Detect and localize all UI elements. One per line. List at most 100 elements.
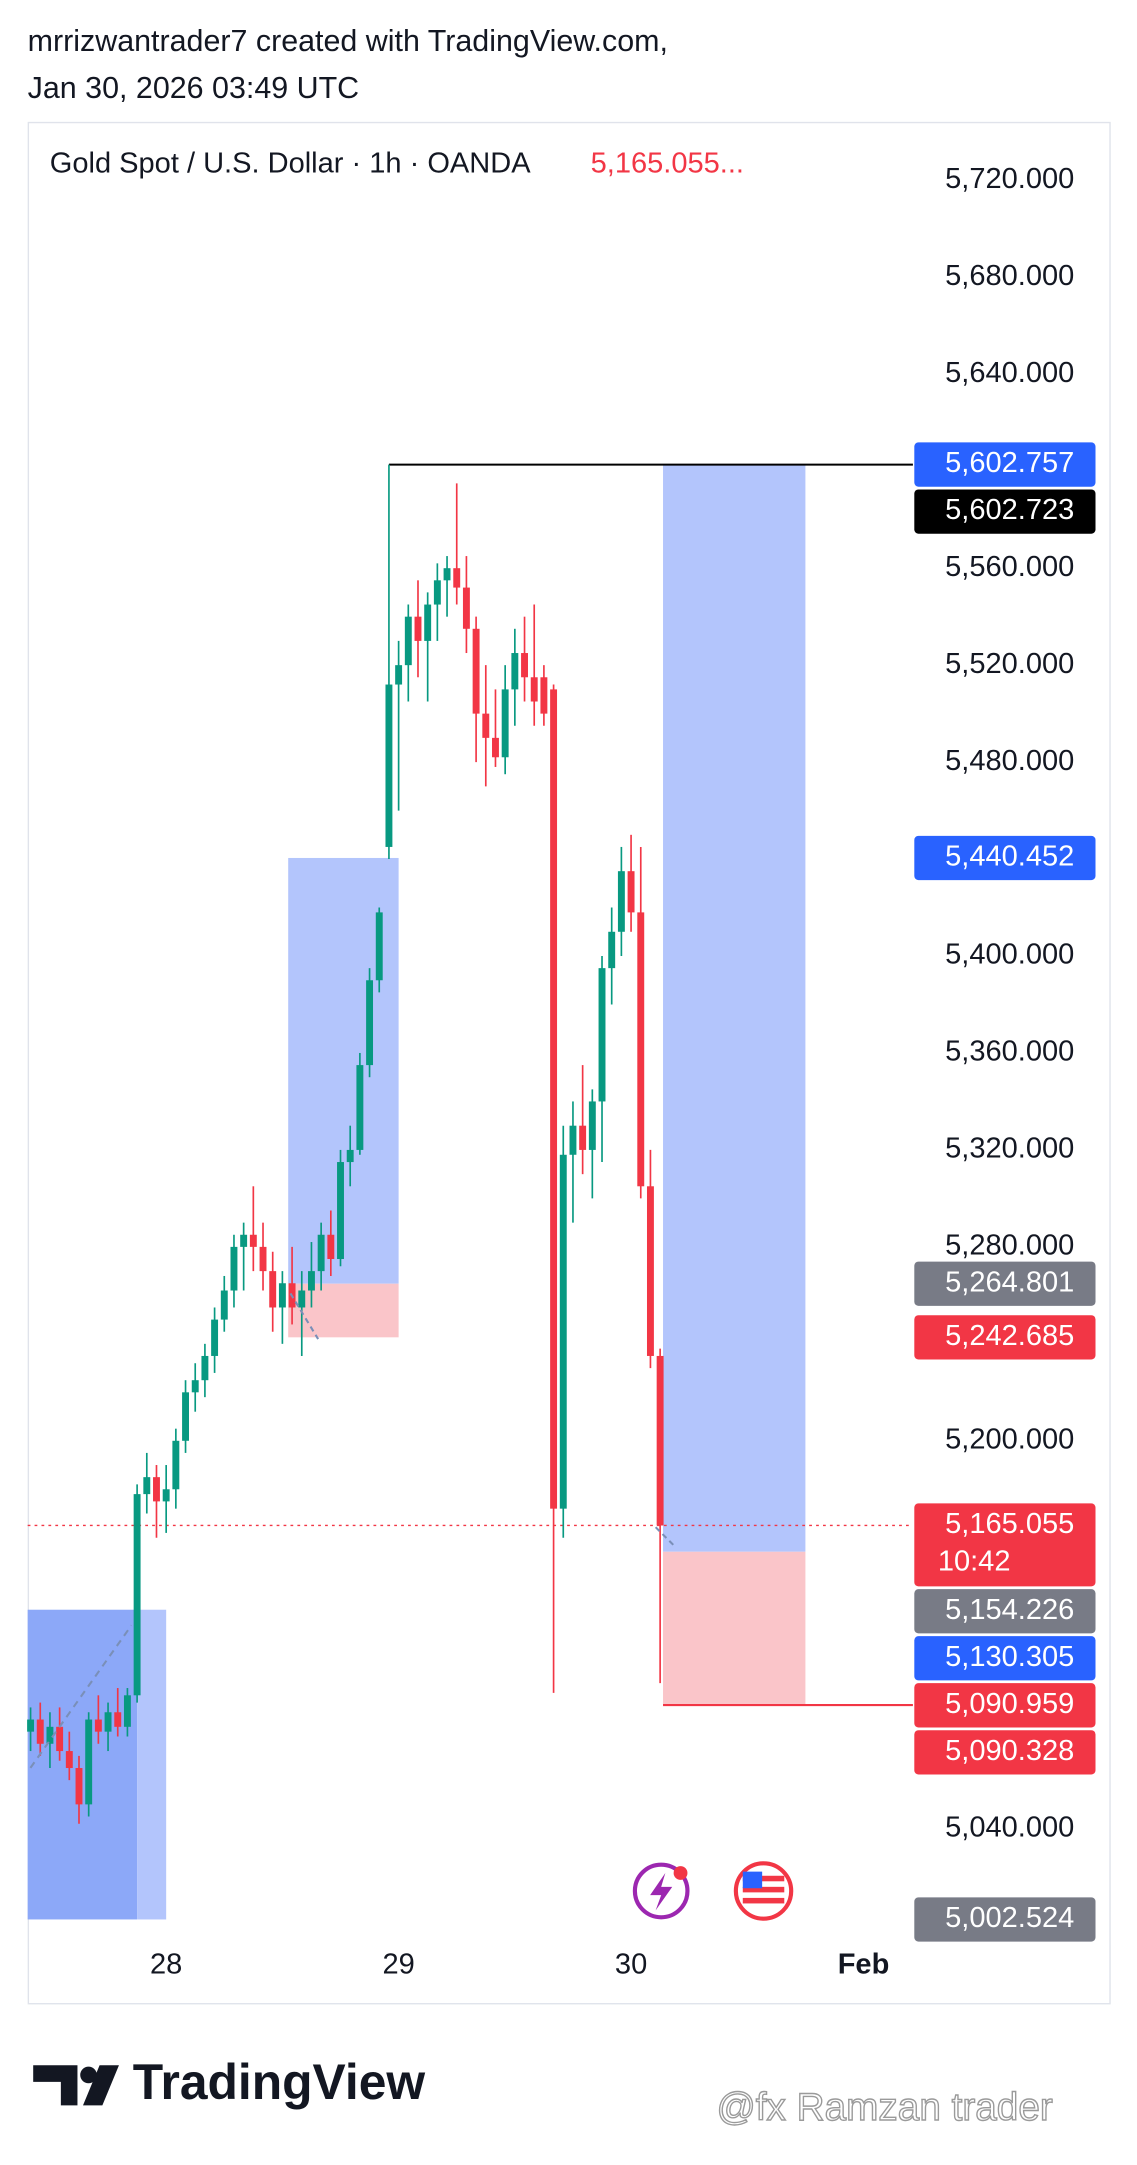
position-box (663, 1551, 806, 1706)
candle-body (627, 871, 635, 913)
candle-body (385, 684, 393, 847)
candle-body (588, 1101, 596, 1150)
candle-body (27, 1719, 35, 1732)
candle-body (75, 1768, 83, 1805)
candle-body (598, 968, 606, 1102)
candle-body (472, 628, 480, 714)
arrow (654, 1526, 676, 1548)
price-label-box (914, 1589, 1096, 1634)
y-tick-label: 5,400.000 (945, 939, 1074, 971)
y-tick-label: 5,360.000 (945, 1036, 1074, 1068)
position-box (663, 464, 806, 1552)
price-labels: 5,602.757 5,602.723 5,440.452 5,264.801 5,24… (914, 442, 1096, 1942)
candle-body (433, 580, 441, 605)
candle-body (346, 1149, 354, 1163)
candle-body (617, 871, 625, 932)
chart-frame (27, 121, 1111, 2005)
price-label: 5,090.959 (945, 1688, 1074, 1720)
annotation-arrows (29, 1292, 676, 1769)
y-tick-label: 5,480.000 (945, 745, 1074, 777)
candle-body (530, 677, 538, 702)
credit: mrrizwantrader7 created with TradingView… (28, 24, 668, 58)
y-tick-label: 5,320.000 (945, 1133, 1074, 1165)
candle-body (540, 677, 548, 714)
price-label: 5,602.757 (945, 447, 1074, 479)
chart-title: Gold Spot / U.S. Dollar · 1h · OANDA (50, 147, 531, 179)
x-tick-label: 28 (150, 1948, 182, 1980)
candle-body (337, 1162, 344, 1260)
candle-body (375, 912, 383, 981)
price-label: 5,264.801 (945, 1266, 1074, 1298)
candle-body (123, 1695, 131, 1727)
arrow (29, 1624, 133, 1769)
candle-body (453, 568, 461, 588)
x-tick-label: 30 (615, 1948, 647, 1980)
lines (27, 463, 913, 1707)
candle-body (143, 1477, 151, 1495)
price-label-box (914, 1897, 1096, 1942)
price-label-box (914, 1261, 1096, 1306)
candle-body (249, 1234, 257, 1247)
candle-body (462, 587, 470, 629)
price-label: 5,154.226 (945, 1594, 1074, 1626)
candle-body (278, 1283, 286, 1308)
candle-body (501, 689, 509, 758)
country-flag-icon[interactable] (733, 1861, 794, 1921)
candle-body (211, 1319, 219, 1356)
candle-body (201, 1355, 209, 1381)
x-tick-label: Feb (838, 1948, 890, 1980)
candle-body (559, 1154, 567, 1509)
price-label-box (914, 489, 1096, 534)
price-label-box (914, 1730, 1096, 1775)
candles (27, 464, 664, 1824)
last-price: 5,165.055... (591, 147, 744, 179)
y-tick-label: 5,200.000 (945, 1423, 1074, 1455)
price-label-box (914, 442, 1096, 487)
position-box (27, 1609, 138, 1920)
price-label: 5,090.328 (945, 1735, 1074, 1767)
candle-body (298, 1290, 306, 1308)
candle-body (317, 1234, 325, 1272)
y-tick-label: 5,680.000 (945, 260, 1074, 292)
y-tick-label: 5,520.000 (945, 648, 1074, 680)
price-label: 5,130.305 (945, 1641, 1074, 1673)
candle-body (85, 1719, 93, 1805)
logo-text: TradingView (133, 2054, 426, 2110)
candle-body (424, 604, 432, 641)
price-label: 5,602.723 (945, 494, 1074, 526)
candle-body (65, 1751, 73, 1769)
price-label: 5,002.524 (945, 1902, 1074, 1934)
candle-body (646, 1186, 654, 1356)
candle-body (269, 1271, 277, 1308)
candle-body (414, 616, 422, 641)
candle-body (521, 653, 528, 678)
candle-body (550, 689, 558, 1509)
candle-body (259, 1246, 267, 1272)
watermark: @fx Ramzan trader (717, 2086, 1053, 2129)
candle-body (94, 1719, 102, 1732)
position-box (288, 1283, 399, 1338)
logo-mark (33, 2065, 119, 2106)
price-label-box (914, 1503, 1096, 1587)
candle-body (153, 1477, 160, 1502)
axes: 5,720.000 5,680.000 5,640.000 5,560.000 5,52… (150, 163, 1074, 1980)
candle-body (492, 737, 499, 758)
candle-body (608, 931, 616, 969)
candle-body (511, 653, 519, 690)
event-icon[interactable] (632, 1862, 690, 1920)
y-tick-label: 5,560.000 (945, 551, 1074, 583)
candle-body (395, 665, 403, 685)
position-box (137, 1609, 167, 1920)
candle-body (569, 1125, 577, 1155)
candle-body (191, 1380, 199, 1393)
y-tick-label: 5,640.000 (945, 357, 1074, 389)
candle-body (36, 1719, 44, 1744)
y-tick-label: 5,720.000 (945, 163, 1074, 195)
candle-body (356, 1065, 364, 1150)
price-label-box (914, 1683, 1096, 1728)
candle-body (114, 1712, 122, 1727)
candle-body (307, 1271, 315, 1291)
candle-body (443, 568, 451, 581)
price-label: 5,440.452 (945, 841, 1074, 873)
